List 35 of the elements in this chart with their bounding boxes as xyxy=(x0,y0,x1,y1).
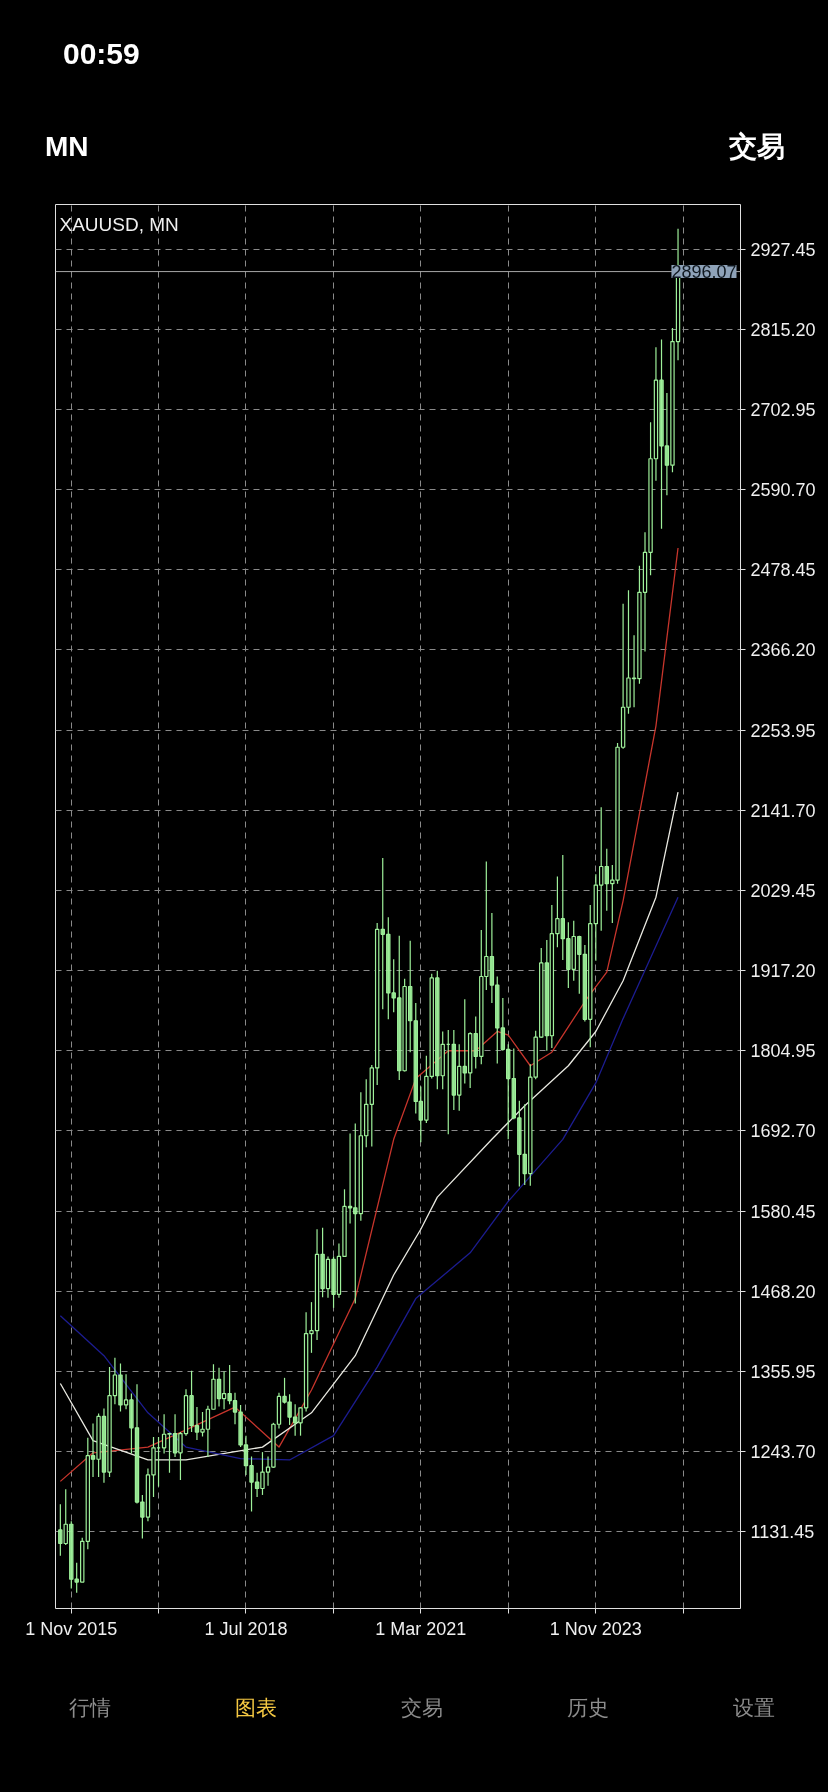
y-tick-label: 1243.70 xyxy=(750,1442,816,1463)
x-tick-label: 1 Mar 2021 xyxy=(375,1618,467,1639)
y-tick-label: 2590.70 xyxy=(750,480,816,501)
text: 历史 xyxy=(567,1696,609,1719)
ref-line-label: 2896.07 xyxy=(671,262,737,283)
y-tick-label: 2253.95 xyxy=(750,720,816,741)
y-tick-label: 2141.70 xyxy=(750,800,816,821)
y-tick-label: 1692.70 xyxy=(750,1121,816,1142)
x-tick-label: 1 Jul 2018 xyxy=(204,1618,288,1639)
text: 图表 xyxy=(235,1696,277,1719)
line-series xyxy=(59,896,679,1461)
y-tick-label: 2702.95 xyxy=(750,399,816,420)
y-tick-label: 2029.45 xyxy=(750,880,816,901)
candlestick xyxy=(598,806,604,932)
text: 00:59 xyxy=(63,37,140,70)
y-tick-label: 2478.45 xyxy=(750,560,816,581)
y-tick-label: 1804.95 xyxy=(750,1041,816,1062)
text: XAUUSD, MN xyxy=(59,213,179,235)
text: 交易 xyxy=(401,1696,443,1719)
x-tick-label: 1 Nov 2015 xyxy=(25,1618,118,1639)
text: 设置 xyxy=(733,1696,775,1719)
y-tick-label: 1131.45 xyxy=(750,1522,815,1543)
line-series xyxy=(59,547,679,1483)
text: MN xyxy=(45,131,89,162)
y-tick-label: 2815.20 xyxy=(750,319,816,340)
y-tick-label: 1468.20 xyxy=(750,1281,816,1302)
y-tick-label: 1580.45 xyxy=(750,1201,816,1222)
y-tick-label: 1355.95 xyxy=(750,1361,816,1382)
y-tick-label: 1917.20 xyxy=(750,961,816,982)
y-tick-label: 2927.45 xyxy=(750,239,816,260)
text: 交易 xyxy=(729,131,785,162)
text: 行情 xyxy=(69,1696,111,1719)
line-series xyxy=(59,791,679,1461)
y-tick-label: 2366.20 xyxy=(750,640,816,661)
x-tick-label: 1 Nov 2023 xyxy=(549,1618,642,1639)
